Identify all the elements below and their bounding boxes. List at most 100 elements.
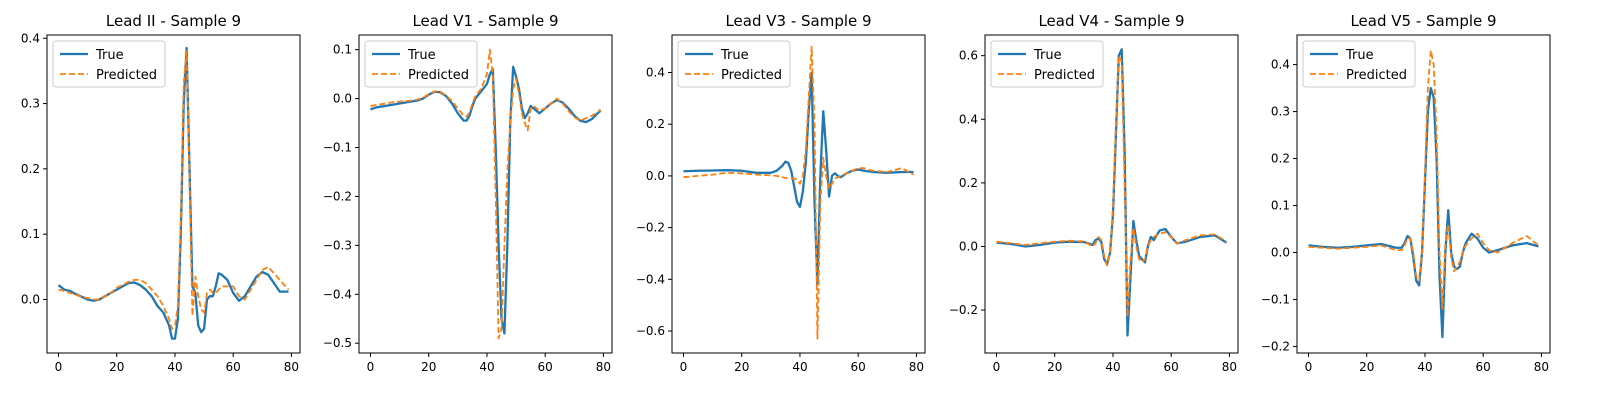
- x-tick-label: 40: [167, 360, 182, 374]
- legend-label-true: True: [1033, 48, 1062, 63]
- y-tick-label: −0.4: [323, 287, 352, 301]
- plot-frame: [46, 34, 301, 354]
- y-tick-label: 0.2: [21, 162, 40, 176]
- y-tick-label: 0.0: [959, 239, 978, 253]
- plot-lines: [1308, 49, 1540, 339]
- plot-lines: [370, 48, 602, 340]
- x-tick-label: 40: [479, 360, 494, 374]
- y-tick-label: 0.3: [1271, 105, 1290, 119]
- legend-box: [1302, 40, 1416, 88]
- x-tick-label: 60: [538, 360, 553, 374]
- plot-lines: [683, 45, 914, 340]
- x-tick-label: 0: [55, 360, 63, 374]
- series-line-predicted: [996, 54, 1227, 318]
- y-tick-label: −0.2: [949, 303, 978, 317]
- legend: True Predicted: [364, 40, 478, 88]
- series-line-predicted: [58, 50, 290, 330]
- legend: True Predicted: [677, 40, 791, 88]
- chart-panel-3: Lead V3 - Sample 9 0 20 40 60 80 −0.6 −0.4 −0.2 0…: [636, 12, 926, 374]
- plot-lines: [57, 46, 290, 340]
- legend-box: [677, 40, 791, 88]
- x-tick-label: 20: [109, 360, 124, 374]
- chart-title: Lead V5 - Sample 9: [1350, 12, 1496, 30]
- legend: True Predicted: [990, 40, 1104, 88]
- plot-frame: [358, 34, 613, 354]
- legend-label-predicted: Predicted: [1346, 68, 1407, 83]
- y-tick-label: 0.0: [1271, 245, 1290, 259]
- legend-box: [990, 40, 1104, 88]
- x-tick-label: 80: [1222, 360, 1237, 374]
- legend: True Predicted: [1302, 40, 1416, 88]
- x-tick-label: 20: [421, 360, 436, 374]
- x-tick-label: 60: [851, 360, 866, 374]
- series-line-true: [370, 65, 602, 335]
- plot-frame: [1296, 34, 1551, 354]
- chart-title: Lead V1 - Sample 9: [412, 12, 558, 30]
- y-tick-label: 0.6: [959, 49, 978, 63]
- y-tick-label: 0.0: [646, 169, 665, 183]
- plot-frame: [984, 34, 1239, 354]
- series-line-true: [1308, 86, 1539, 339]
- legend: True Predicted: [52, 40, 166, 88]
- series-line-predicted: [683, 45, 914, 340]
- y-tick-label: 0.4: [1271, 58, 1290, 72]
- y-tick-label: 0.2: [646, 117, 665, 131]
- y-tick-label: 0.1: [21, 227, 40, 241]
- x-tick-label: 0: [680, 360, 688, 374]
- chart-panel-1: Lead II - Sample 9 0 20 40 60 80 0.0 0.1 0.2 0.3 0…: [21, 12, 301, 374]
- y-tick-label: 0.1: [1271, 199, 1290, 213]
- x-tick-label: 60: [1164, 360, 1179, 374]
- y-tick-label: 0.1: [333, 43, 352, 57]
- x-tick-label: 60: [226, 360, 241, 374]
- x-tick-label: 20: [734, 360, 749, 374]
- x-tick-label: 80: [909, 360, 924, 374]
- y-tick-label: 0.4: [959, 112, 978, 126]
- y-tick-label: 0.3: [21, 97, 40, 111]
- y-tick-label: −0.1: [1261, 292, 1290, 306]
- x-tick-label: 0: [993, 360, 1001, 374]
- legend-label-predicted: Predicted: [1034, 68, 1095, 83]
- x-tick-label: 0: [1305, 360, 1313, 374]
- series-line-predicted: [1308, 49, 1540, 310]
- plot-lines: [996, 48, 1228, 337]
- y-tick-label: −0.2: [636, 221, 665, 235]
- legend-label-true: True: [720, 48, 749, 63]
- y-tick-label: 0.2: [959, 176, 978, 190]
- plot-frame: [671, 34, 926, 354]
- chart-panel-2: Lead V1 - Sample 9 0 20 40 60 80 −0.5 −0.4 −0.3 −…: [323, 12, 613, 374]
- legend-box: [364, 40, 478, 88]
- legend-label-true: True: [1345, 48, 1374, 63]
- legend-box: [52, 40, 166, 88]
- x-tick-label: 40: [1417, 360, 1432, 374]
- y-tick-label: −0.3: [323, 238, 352, 252]
- series-line-predicted: [370, 48, 602, 340]
- y-tick-label: 0.4: [646, 65, 665, 79]
- legend-label-true: True: [407, 48, 436, 63]
- chart-title: Lead II - Sample 9: [106, 12, 241, 30]
- x-tick-label: 40: [1105, 360, 1120, 374]
- chart-panel-5: Lead V5 - Sample 9 0 20 40 60 80 −0.2 −0.1 0.0 0.…: [1261, 12, 1551, 374]
- y-tick-label: 0.0: [333, 92, 352, 106]
- y-tick-label: 0.2: [1271, 152, 1290, 166]
- x-tick-label: 0: [367, 360, 375, 374]
- chart-title: Lead V4 - Sample 9: [1038, 12, 1184, 30]
- x-tick-label: 80: [1534, 360, 1549, 374]
- x-tick-label: 80: [284, 360, 299, 374]
- y-tick-label: −0.2: [323, 189, 352, 203]
- y-tick-label: −0.5: [323, 336, 352, 350]
- x-tick-label: 60: [1476, 360, 1491, 374]
- y-tick-label: 0.0: [21, 292, 40, 306]
- y-tick-label: −0.4: [636, 272, 665, 286]
- legend-label-predicted: Predicted: [96, 68, 157, 83]
- x-tick-label: 40: [792, 360, 807, 374]
- legend-label-true: True: [95, 48, 124, 63]
- y-tick-label: −0.6: [636, 324, 665, 338]
- y-tick-label: 0.4: [21, 31, 40, 45]
- x-tick-label: 20: [1047, 360, 1062, 374]
- chart-panel-4: Lead V4 - Sample 9 0 20 40 60 80 −0.2 0.0 0.2 0.4…: [949, 12, 1239, 374]
- legend-label-predicted: Predicted: [408, 68, 469, 83]
- chart-title: Lead V3 - Sample 9: [725, 12, 871, 30]
- x-tick-label: 80: [596, 360, 611, 374]
- legend-label-predicted: Predicted: [721, 68, 782, 83]
